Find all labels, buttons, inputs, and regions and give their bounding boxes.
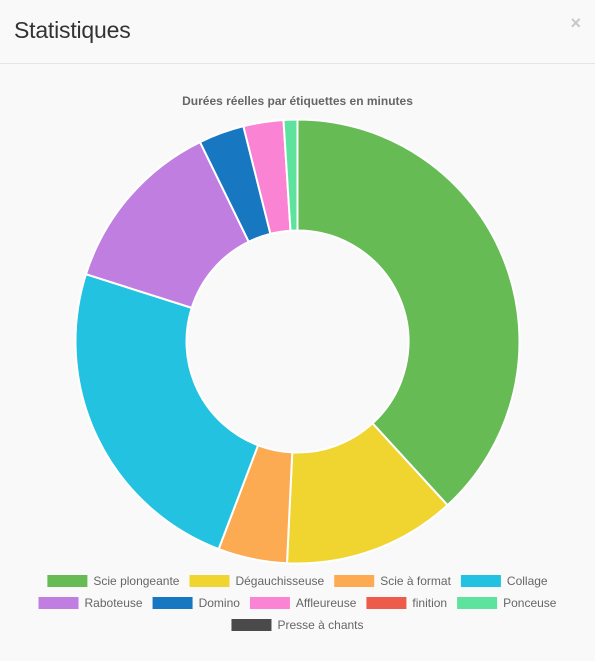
legend-item-finition[interactable]: finition (366, 596, 447, 610)
legend-swatch-domino (152, 597, 193, 609)
chart-title: Durées réelles par étiquettes en minutes (182, 94, 413, 108)
modal-header: Statistiques × (0, 0, 595, 64)
slice-ponceuse[interactable] (282, 118, 299, 232)
slice-degauchisseuse[interactable] (285, 421, 449, 565)
legend-swatch-finition (366, 597, 407, 609)
legend-label-scie-a-format: Scie à format (380, 574, 451, 588)
chart-area: Durées réelles par étiquettes en minutes… (0, 64, 595, 661)
legend-swatch-presse-a-chants (231, 619, 272, 631)
chart-legend: Scie plongeante Dégauchisseuse Scie à form… (38, 574, 557, 632)
legend-item-scie-plongeante[interactable]: Scie plongeante (47, 574, 180, 588)
legend-swatch-collage (460, 575, 501, 587)
legend-swatch-affleureuse (249, 597, 290, 609)
legend-item-domino[interactable]: Domino (152, 596, 241, 610)
legend-swatch-raboteuse (38, 597, 79, 609)
legend-item-presse-a-chants[interactable]: Presse à chants (231, 618, 364, 632)
legend-item-affleureuse[interactable]: Affleureuse (249, 596, 357, 610)
legend-label-finition: finition (412, 596, 447, 610)
legend-item-degauchisseuse[interactable]: Dégauchisseuse (189, 574, 325, 588)
legend-item-collage[interactable]: Collage (460, 574, 548, 588)
legend-label-presse-a-chants: Presse à chants (277, 618, 363, 632)
legend-label-collage: Collage (507, 574, 548, 588)
legend-label-degauchisseuse: Dégauchisseuse (235, 574, 324, 588)
legend-item-scie-a-format[interactable]: Scie à format (334, 574, 452, 588)
slice-scie-plongeante[interactable] (296, 118, 521, 507)
legend-label-scie-plongeante: Scie plongeante (93, 574, 179, 588)
slice-collage[interactable] (74, 272, 260, 551)
modal-title: Statistiques (14, 17, 131, 43)
legend-label-ponceuse: Ponceuse (503, 596, 557, 610)
legend-swatch-ponceuse (457, 597, 498, 609)
legend-label-domino: Domino (199, 596, 241, 610)
legend-label-affleureuse: Affleureuse (296, 596, 357, 610)
doughnut-chart: Durées réelles par étiquettes en minutes… (38, 94, 557, 632)
legend-item-ponceuse[interactable]: Ponceuse (457, 596, 557, 610)
legend-swatch-degauchisseuse (189, 575, 230, 587)
legend-swatch-scie-plongeante (47, 575, 88, 587)
chart-slices (74, 118, 521, 565)
close-icon[interactable]: × (570, 13, 581, 33)
legend-swatch-scie-a-format (334, 575, 375, 587)
legend-label-raboteuse: Raboteuse (85, 596, 143, 610)
legend-item-raboteuse[interactable]: Raboteuse (38, 596, 143, 610)
